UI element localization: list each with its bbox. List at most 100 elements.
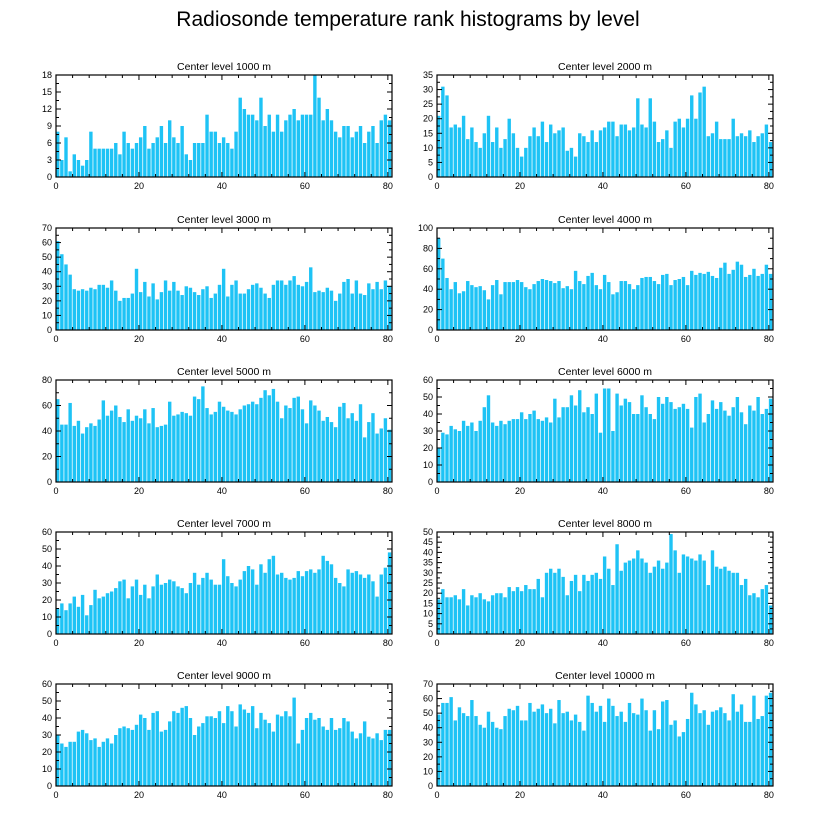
histogram-bar: [694, 118, 698, 177]
histogram-bar: [188, 718, 193, 786]
histogram-bar: [292, 109, 296, 177]
histogram-bar: [623, 721, 628, 786]
histogram-bar: [246, 566, 251, 634]
histogram-bar: [764, 585, 769, 634]
histogram-bar: [661, 403, 665, 482]
histogram-bar: [544, 417, 549, 482]
histogram-bar: [172, 415, 176, 482]
histogram-bar: [60, 424, 64, 483]
x-tick-label: 20: [515, 638, 525, 648]
histogram-bar: [453, 429, 457, 482]
histogram-bar: [209, 131, 213, 177]
histogram-bar: [652, 566, 657, 634]
histogram-bar: [89, 605, 93, 634]
histogram-bar: [209, 579, 213, 634]
histogram-bar: [101, 400, 106, 482]
histogram-bar: [739, 133, 744, 177]
histogram-bar: [346, 126, 350, 177]
histogram-bar: [288, 114, 292, 177]
histogram-bar: [582, 284, 586, 330]
histogram-bar: [739, 585, 744, 634]
histogram-bar: [350, 731, 354, 786]
histogram-bar: [598, 130, 603, 177]
histogram-bar: [60, 254, 64, 330]
histogram-bar: [607, 388, 611, 482]
histogram-bar: [441, 702, 445, 786]
histogram-bar: [681, 554, 686, 634]
histogram-bar: [578, 281, 582, 330]
histogram-bar: [661, 701, 665, 786]
histogram-bar: [226, 143, 230, 177]
y-tick-label: 0: [47, 172, 52, 182]
histogram-bar: [76, 731, 81, 786]
histogram-bar: [350, 572, 354, 634]
histogram-bar: [764, 408, 769, 482]
histogram-bar: [168, 290, 172, 330]
histogram-bar: [466, 425, 470, 482]
histogram-bar: [354, 738, 359, 786]
histogram-bar: [474, 431, 478, 482]
histogram-bar: [342, 718, 346, 786]
histogram-bar: [80, 729, 85, 786]
histogram-bar: [321, 120, 325, 177]
histogram-bar: [275, 280, 280, 330]
histogram-bar: [242, 293, 247, 330]
y-tick-label: 40: [42, 267, 52, 277]
histogram-bar: [143, 409, 147, 482]
y-tick-label: 5: [428, 619, 433, 629]
histogram-bar: [710, 133, 715, 177]
histogram-bar: [706, 724, 711, 786]
x-tick-label: 40: [217, 334, 227, 344]
y-tick-label: 10: [423, 143, 433, 153]
histogram-bar: [561, 288, 565, 330]
histogram-bar: [275, 574, 280, 634]
y-tick-label: 60: [42, 401, 52, 411]
histogram-bar: [362, 721, 367, 786]
histogram-bar: [172, 281, 176, 330]
histogram-bar: [706, 585, 711, 634]
histogram-bar: [690, 692, 694, 786]
histogram-bar: [544, 280, 549, 330]
histogram-bar: [727, 139, 731, 177]
histogram-bar: [690, 558, 694, 634]
histogram-bar: [292, 397, 296, 482]
histogram-bar: [151, 143, 155, 177]
histogram-bar: [735, 397, 740, 482]
histogram-bar: [578, 390, 582, 482]
histogram-bar: [338, 583, 342, 634]
histogram-bar: [126, 728, 130, 786]
histogram-bar: [213, 293, 218, 330]
y-tick-label: 20: [423, 443, 433, 453]
histogram-bar: [735, 572, 740, 634]
y-tick-label: 0: [428, 172, 433, 182]
histogram-bar: [321, 420, 325, 482]
histogram-bar: [586, 580, 590, 634]
histogram-bar: [296, 284, 300, 330]
histogram-bar: [665, 130, 669, 177]
histogram-bar: [764, 695, 769, 786]
histogram-bar: [371, 738, 375, 786]
histogram-bar: [197, 399, 201, 483]
histogram-bar: [201, 143, 205, 177]
histogram-bar: [296, 396, 300, 482]
histogram-bar: [362, 295, 367, 330]
y-tick-label: 0: [428, 325, 433, 335]
y-tick-label: 40: [423, 547, 433, 557]
x-tick-label: 60: [681, 790, 691, 800]
histogram-bar: [673, 408, 677, 482]
histogram-bar: [134, 143, 139, 177]
histogram-bar: [226, 576, 230, 634]
histogram-bar: [68, 171, 72, 177]
histogram-bar: [105, 415, 110, 482]
histogram-bar: [371, 289, 375, 330]
histogram-bar: [118, 300, 122, 330]
histogram-bar: [292, 697, 296, 786]
histogram-bar: [329, 422, 334, 482]
y-tick-label: 30: [42, 730, 52, 740]
histogram-bar: [76, 290, 81, 330]
x-tick-label: 60: [300, 486, 310, 496]
histogram-bar: [93, 425, 97, 482]
histogram-bar: [242, 405, 247, 482]
histogram-bar: [155, 711, 159, 786]
histogram-bar: [217, 143, 222, 177]
